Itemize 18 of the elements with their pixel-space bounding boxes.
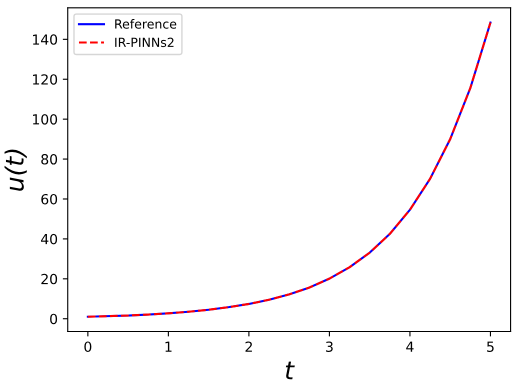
y-tick-label: 40: [41, 234, 58, 244]
y-tick-label: 120: [33, 74, 58, 85]
legend-label: Reference: [115, 19, 176, 29]
x-tick-label: 1: [165, 342, 172, 352]
legend-label: IR-PINNs2: [115, 38, 174, 48]
x-tick-label: 3: [326, 341, 333, 352]
y-axis-title: u(t): [4, 150, 27, 191]
y-tick-label: 20: [41, 274, 58, 284]
y-tick-label: 100: [33, 114, 58, 125]
x-tick-label: 5: [487, 342, 494, 352]
y-tick-label: 140: [33, 34, 58, 45]
y-tick-label: 80: [41, 154, 58, 165]
x-axis-title: t: [286, 362, 295, 380]
x-tick-label: 4: [406, 342, 414, 352]
y-tick-label: 60: [41, 194, 58, 204]
y-tick-label: 0: [50, 314, 58, 324]
x-tick-label: 0: [84, 341, 92, 352]
x-tick-label: 2: [245, 341, 252, 352]
